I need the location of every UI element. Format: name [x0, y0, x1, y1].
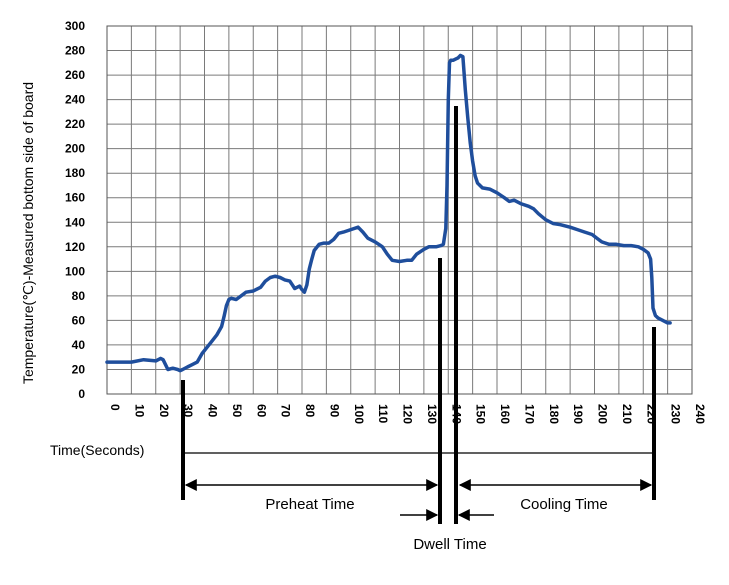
y-tick-label: 100 [65, 264, 85, 278]
grid-lines [106, 25, 693, 395]
x-tick-label: 0 [108, 404, 122, 411]
x-tick-label: 110 [376, 404, 390, 424]
cooling-time-label: Cooling Time [520, 496, 608, 513]
x-axis-title: Time(Seconds) [50, 442, 144, 458]
y-tick-label: 120 [65, 240, 85, 254]
x-tick-label: 170 [522, 404, 536, 424]
y-tick-label: 240 [65, 93, 85, 107]
y-tick-label: 80 [72, 289, 86, 303]
x-tick-label: 180 [547, 404, 561, 424]
x-tick-label: 150 [474, 404, 488, 424]
y-tick-label: 220 [65, 117, 85, 131]
x-tick-label: 210 [620, 404, 634, 424]
x-tick-label: 240 [693, 404, 707, 424]
y-tick-label: 300 [65, 19, 85, 33]
x-tick-label: 50 [230, 404, 244, 418]
dwell-time-label: Dwell Time [413, 536, 486, 553]
preheat-time-label: Preheat Time [265, 496, 354, 513]
y-axis-title: Temperature(℃)-Measured bottom side of b… [20, 82, 36, 384]
x-tick-label: 40 [206, 404, 220, 418]
y-tick-label: 0 [78, 387, 85, 401]
x-tick-label: 200 [596, 404, 610, 424]
x-tick-label: 130 [425, 404, 439, 424]
x-tick-label: 100 [352, 404, 366, 424]
x-tick-label: 230 [669, 404, 683, 424]
y-tick-label: 200 [65, 142, 85, 156]
x-tick-label: 80 [303, 404, 317, 418]
y-tick-label: 160 [65, 191, 85, 205]
y-tick-label: 60 [72, 313, 86, 327]
temperature-profile-line [105, 53, 672, 373]
annotation-layer [181, 106, 656, 524]
y-tick-label: 20 [72, 362, 86, 376]
x-tick-label: 160 [498, 404, 512, 424]
y-tick-label: 280 [65, 44, 85, 58]
x-tick-labels: 0102030405060708090100110120130140150160… [108, 404, 707, 424]
x-tick-label: 60 [254, 404, 268, 418]
plot-frame [106, 25, 693, 395]
x-tick-label: 120 [401, 404, 415, 424]
x-tick-label: 90 [327, 404, 341, 418]
x-tick-label: 190 [571, 404, 585, 424]
x-tick-label: 70 [279, 404, 293, 418]
y-tick-label: 260 [65, 68, 85, 82]
y-tick-label: 140 [65, 215, 85, 229]
x-tick-label: 220 [644, 404, 658, 424]
x-tick-label: 10 [132, 404, 146, 418]
y-tick-labels: 0 20 40 60 80 100 120 140 160 180 200 220 240 260 280 3… [65, 19, 85, 401]
series-layer [105, 53, 672, 373]
y-tick-label: 180 [65, 166, 85, 180]
y-tick-label: 40 [72, 338, 86, 352]
x-tick-label: 20 [157, 404, 171, 418]
